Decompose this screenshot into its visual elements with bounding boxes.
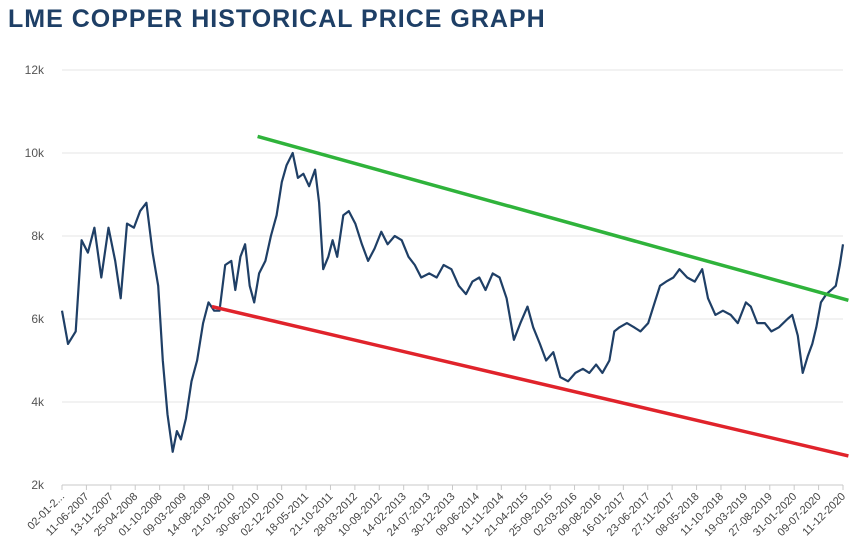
y-tick-label: 12k (25, 63, 45, 77)
chart-title: LME COPPER HISTORICAL PRICE GRAPH (8, 5, 546, 33)
y-tick-label: 10k (25, 146, 45, 160)
lower-trendline (211, 304, 849, 458)
grid-lines (62, 69, 843, 486)
y-tick-label: 8k (31, 229, 45, 243)
upper-trendline (257, 134, 849, 302)
series-layer (60, 151, 845, 453)
y-tick-label: 4k (31, 395, 45, 409)
y-axis: 2k 4k 6k 8k 10k 12k (25, 63, 45, 492)
x-axis: 02-01-2...11-06-200713-11-200725-04-2008… (25, 485, 848, 539)
y-tick-label: 6k (31, 312, 45, 326)
trendline-layer (211, 134, 849, 458)
price-series-line (60, 151, 845, 453)
y-tick-label: 2k (31, 478, 45, 492)
